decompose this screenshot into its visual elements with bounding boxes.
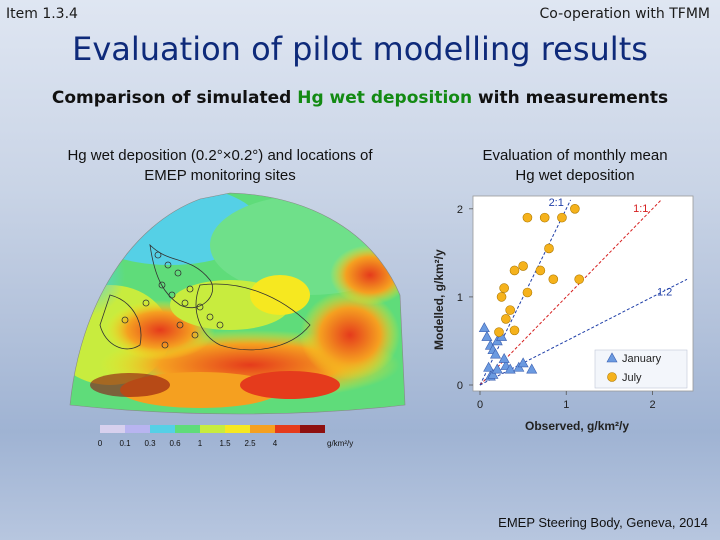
map-caption: Hg wet deposition (0.2°×0.2°) and locati… xyxy=(30,146,410,186)
cooperation-label: Co-operation with TFMM xyxy=(539,6,711,22)
july-point xyxy=(494,327,504,337)
legend-tick: 1 xyxy=(198,439,203,448)
july-point xyxy=(574,274,584,285)
january-point xyxy=(481,330,493,341)
chart-caption-line2: Hg wet deposition xyxy=(515,167,635,184)
legend-swatch xyxy=(150,425,175,433)
legend-swatch xyxy=(225,425,250,433)
legend-triangle-icon xyxy=(606,352,618,363)
july-point xyxy=(535,265,546,276)
legend-tick: 4 xyxy=(273,439,278,448)
y-axis-label: Modelled, g/km²/y xyxy=(432,249,446,350)
map-caption-line1: Hg wet deposition (0.2°×0.2°) and locati… xyxy=(67,147,373,164)
x-tick-label: 2 xyxy=(649,399,655,411)
july-point xyxy=(518,261,528,271)
january-point xyxy=(517,357,529,368)
july-point xyxy=(496,292,507,302)
reference-line-label: 1:1 xyxy=(633,203,648,215)
deposition-map: 0 0.1 0.3 0.6 1 1.5 2.5 4 g/km²/y xyxy=(69,192,406,448)
y-tick-label: 0 xyxy=(457,380,463,392)
monitoring-sites xyxy=(121,251,224,349)
july-point xyxy=(570,204,580,214)
subtitle-pre: Comparison of simulated xyxy=(51,88,298,108)
footer-text: EMEP Steering Body, Geneva, 2014 xyxy=(498,515,708,530)
legend-circle-icon xyxy=(607,372,617,382)
july-point xyxy=(501,314,511,324)
january-point xyxy=(490,348,502,359)
legend-tick: 1.5 xyxy=(219,439,231,448)
subtitle-highlight: Hg wet deposition xyxy=(297,88,473,108)
subtitle-post: with measurements xyxy=(472,88,669,108)
legend-swatch xyxy=(250,425,275,433)
january-point xyxy=(498,352,510,363)
axes: 0 1 2 0 1 2 xyxy=(457,204,656,411)
y-tick-label: 1 xyxy=(457,292,463,304)
july-point xyxy=(557,212,567,223)
reference-line xyxy=(479,278,688,386)
map-caption-line2: EMEP monitoring sites xyxy=(144,167,296,184)
map-legend: 0 0.1 0.3 0.6 1 1.5 2.5 4 g/km²/y xyxy=(98,425,353,448)
legend-tick: 0.6 xyxy=(169,439,181,448)
map-field xyxy=(70,193,405,414)
scatter-chart: 2:1 1:1 1:2 0 1 2 0 1 2 January July Observed, … xyxy=(432,195,694,433)
july-point xyxy=(499,283,509,293)
subtitle: Comparison of simulated Hg wet depositio… xyxy=(0,88,720,108)
data-points xyxy=(478,204,584,381)
july-point xyxy=(505,305,515,315)
legend-tick: 0.3 xyxy=(144,439,156,448)
legend-swatch xyxy=(300,425,325,433)
july-point xyxy=(509,265,520,276)
legend-swatch xyxy=(275,425,300,433)
legend-unit: g/km²/y xyxy=(327,439,353,448)
legend-swatch xyxy=(175,425,200,433)
legend-swatch xyxy=(125,425,150,433)
legend-tick: 0.1 xyxy=(119,439,131,448)
page-title: Evaluation of pilot modelling results xyxy=(72,30,648,68)
july-point xyxy=(539,212,550,223)
chart-legend: January July xyxy=(594,349,688,389)
legend-tick: 0 xyxy=(98,439,103,448)
january-point xyxy=(491,363,503,374)
x-axis-label: Observed, g/km²/y xyxy=(525,419,629,433)
july-point xyxy=(522,212,533,223)
legend-swatch xyxy=(200,425,225,433)
january-point xyxy=(487,368,499,379)
july-point xyxy=(544,243,554,254)
january-point xyxy=(526,363,538,374)
january-point xyxy=(504,363,516,374)
legend-january: January xyxy=(622,353,662,365)
july-point xyxy=(522,287,533,298)
y-tick-label: 2 xyxy=(457,204,463,216)
reference-line-label: 1:2 xyxy=(657,286,672,298)
legend-july: July xyxy=(622,372,642,384)
july-point xyxy=(509,325,520,336)
chart-caption: Evaluation of monthly mean Hg wet deposi… xyxy=(450,146,700,186)
x-tick-label: 0 xyxy=(477,399,483,411)
reference-line-label: 2:1 xyxy=(549,197,564,209)
july-point xyxy=(548,274,559,285)
legend-swatch xyxy=(100,425,125,433)
x-tick-label: 1 xyxy=(563,399,569,411)
item-label: Item 1.3.4 xyxy=(6,6,78,22)
january-point xyxy=(483,361,495,372)
reference-line xyxy=(479,199,662,386)
legend-tick: 2.5 xyxy=(244,439,256,448)
chart-caption-line1: Evaluation of monthly mean xyxy=(482,147,668,164)
january-point xyxy=(478,322,490,333)
